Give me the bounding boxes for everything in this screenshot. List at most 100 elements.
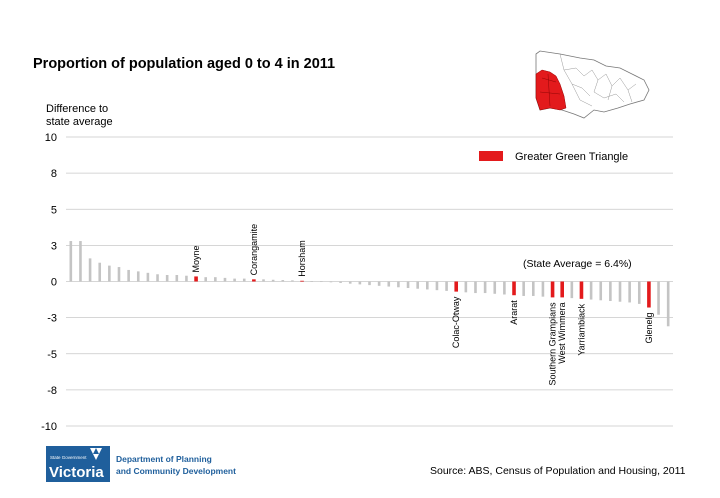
dept-line-1: Department of Planning (116, 454, 212, 464)
logo-small-text: State Government (50, 455, 87, 460)
victoria-locator-map (535, 50, 650, 119)
state-average-annotation: (State Average = 6.4%) (523, 258, 632, 270)
y-tick-label: 10 (45, 132, 57, 144)
logo-v-mark (90, 448, 102, 460)
bar (397, 281, 400, 288)
bar (628, 281, 631, 303)
bar (117, 267, 121, 282)
y-axis-label-line-1: Difference to (46, 103, 109, 115)
bar-label: Colac-Otway (451, 296, 461, 348)
bar (599, 281, 603, 301)
y-tick-label: 8 (51, 168, 57, 180)
bar (291, 280, 294, 282)
bar-label: Horsham (297, 240, 307, 277)
chart-title: Proportion of population aged 0 to 4 in … (33, 56, 336, 72)
bar-label: Glenelg (644, 313, 654, 344)
y-tick-label: 3 (51, 240, 57, 252)
bar (204, 277, 208, 282)
highlight-bar (647, 281, 651, 308)
legend-label: Greater Green Triangle (515, 151, 629, 163)
bar (541, 281, 545, 297)
bar-label: Corangamite (249, 224, 259, 276)
bar (666, 281, 670, 327)
bar (426, 281, 429, 290)
bar-label: Yarriambiack (576, 303, 586, 355)
region-lines (559, 53, 637, 107)
highlight-bar (300, 280, 304, 282)
y-axis-label: Difference to state average (46, 103, 126, 129)
highlight-bar (454, 281, 459, 292)
region-inner-lines (539, 73, 561, 107)
bar (281, 280, 285, 282)
bar-label: Ararat (509, 300, 519, 325)
bar-label: Southern Grampians (548, 302, 558, 386)
bar (233, 278, 236, 282)
bar (136, 271, 140, 282)
bar (79, 241, 82, 282)
highlight-bar (252, 279, 256, 282)
bar (127, 269, 130, 282)
bar (108, 265, 111, 282)
bar (637, 281, 641, 304)
bar (368, 281, 371, 286)
bar (242, 278, 246, 282)
bar (618, 281, 622, 302)
bar (69, 241, 73, 282)
highlight-bar (579, 281, 584, 299)
highlight-bar (550, 281, 555, 298)
bar (387, 281, 391, 287)
bar (474, 281, 477, 294)
source-note: Source: ABS, Census of Population and Ho… (430, 465, 686, 477)
bar-label: West Wimmera (557, 302, 567, 363)
bar (377, 281, 381, 286)
bar (503, 281, 506, 295)
y-tick-label: -10 (41, 421, 57, 433)
bar (175, 274, 179, 282)
bar (223, 277, 227, 282)
bar (214, 277, 217, 282)
bar (156, 274, 159, 282)
bar (464, 281, 468, 293)
bar (320, 281, 323, 283)
legend-swatch (479, 151, 503, 161)
bar-label: Moyne (191, 245, 201, 272)
bar (483, 281, 487, 294)
bar (609, 281, 612, 302)
y-tick-label: -8 (47, 385, 57, 397)
bar (146, 272, 150, 282)
bar (88, 258, 92, 282)
bar (493, 281, 497, 294)
highlight-bar (194, 276, 198, 282)
bar (445, 281, 448, 291)
bar (435, 281, 439, 291)
bar (165, 274, 169, 282)
bar (406, 281, 410, 289)
bar (339, 281, 342, 283)
bar (570, 281, 574, 299)
highlight-bar (512, 281, 516, 296)
victoria-logo: State Government Victoria Department of … (46, 446, 246, 487)
y-tick-label: -3 (47, 313, 57, 325)
y-tick-label: 0 (51, 277, 57, 289)
bar (310, 281, 313, 282)
y-tick-label: 5 (51, 204, 57, 216)
bar (98, 262, 102, 282)
bar (262, 279, 265, 282)
bar (416, 281, 419, 289)
y-tick-label: -5 (47, 349, 57, 361)
dept-line-2: and Community Development (116, 466, 236, 476)
bar (358, 281, 362, 285)
greater-green-triangle-region (535, 69, 567, 111)
bar (589, 281, 593, 300)
bar (185, 275, 188, 282)
bar (522, 281, 525, 296)
logo-word: Victoria (49, 464, 104, 481)
bar (271, 279, 275, 282)
bar (657, 281, 660, 315)
bar (348, 281, 352, 284)
y-axis-label-line-2: state average (46, 116, 113, 128)
bar (329, 281, 333, 283)
bar (531, 281, 535, 296)
highlight-bar (560, 281, 564, 298)
